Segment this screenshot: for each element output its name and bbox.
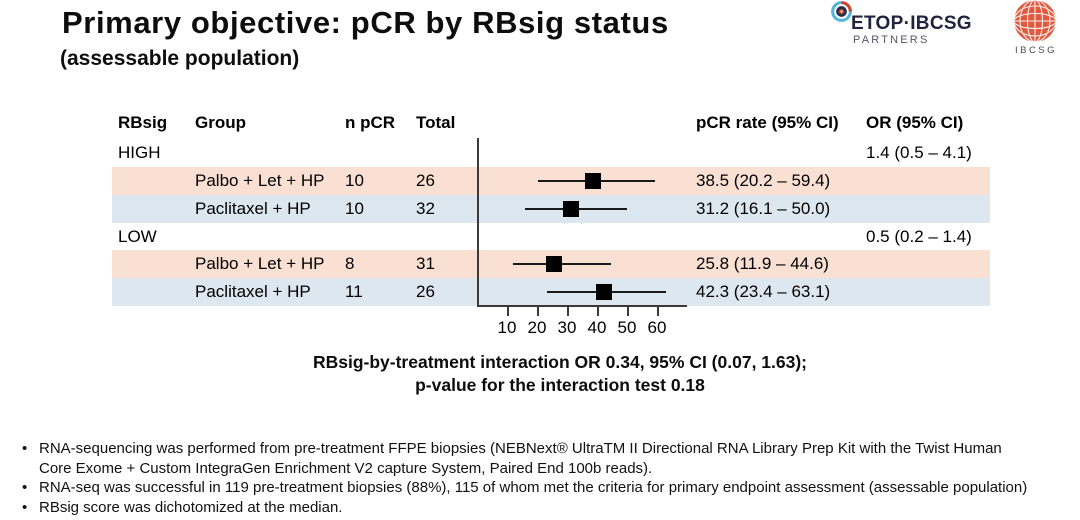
plot-axis-line [477,305,687,307]
axis-tick [597,306,599,316]
column-header-rbsig: RBsig [118,113,168,132]
column-header-group: Group [195,113,246,132]
footnote-item: RBsig score was dichotomized at the medi… [22,498,1038,518]
total-cell: 31 [416,254,435,273]
group-cell: Paclitaxel + HP [195,199,311,218]
etop-ibcsg-logo: ETOP·IBCSG PARTNERS [829,1,979,49]
etop-logo-text: ETOP·IBCSG [851,13,972,34]
rbsig-group-label: HIGH [118,143,161,162]
column-header-total: Total [416,113,456,132]
ibcsg-globe-icon [1012,0,1058,48]
axis-tick-label: 60 [647,318,667,337]
axis-tick [537,306,539,316]
group-cell: Palbo + Let + HP [195,254,325,273]
point-marker [562,201,579,217]
axis-tick-label: 20 [527,318,547,337]
interaction-line-1: RBsig-by-treatment interaction OR 0.34, … [312,352,808,372]
ibcsg-logo: IBCSG [1012,0,1060,60]
group-cell: Palbo + Let + HP [195,171,325,190]
rate-cell: 42.3 (23.4 – 63.1) [696,282,831,301]
npcr-cell: 11 [345,282,363,301]
axis-tick [507,306,509,316]
axis-tick [567,306,569,316]
column-header-or: OR (95% CI) [866,113,964,132]
interaction-statistics: RBsig-by-treatment interaction OR 0.34, … [40,351,1080,397]
npcr-cell: 10 [345,171,364,190]
forest-plot-figure: RBsig Group n pCR Total pCR rate (95% CI… [112,113,990,337]
point-marker [595,284,612,300]
total-cell: 26 [416,282,435,301]
total-cell: 26 [416,171,435,190]
npcr-cell: 10 [345,199,364,218]
rate-cell: 38.5 (20.2 – 59.4) [696,171,831,190]
point-marker [584,173,601,189]
or-value: 0.5 (0.2 – 1.4) [866,227,972,246]
footnote-list: RNA-sequencing was performed from pre-tr… [22,439,1038,517]
axis-tick [657,306,659,316]
total-cell: 32 [416,199,435,218]
plot-zero-line [477,138,479,306]
column-header-rate: pCR rate (95% CI) [696,113,839,132]
or-value: 1.4 (0.5 – 4.1) [866,143,972,162]
footnote-item: RNA-sequencing was performed from pre-tr… [22,439,1038,478]
page-title: Primary objective: pCR by RBsig status [62,5,669,40]
etop-eye-icon [831,1,852,27]
rate-cell: 31.2 (16.1 – 50.0) [696,199,831,218]
interaction-line-2: p-value for the interaction test 0.18 [415,375,705,395]
rate-cell: 25.8 (11.9 – 44.6) [696,254,829,273]
point-marker [546,256,563,272]
axis-tick-label: 30 [557,318,577,337]
axis-tick-label: 10 [497,318,517,337]
etop-logo-subtext: PARTNERS [853,34,930,46]
axis-tick [627,306,629,316]
rbsig-group-label: LOW [118,227,157,246]
page-subtitle: (assessable population) [60,47,300,70]
axis-tick-label: 50 [617,318,637,337]
ibcsg-logo-text: IBCSG [1014,45,1058,56]
group-cell: Paclitaxel + HP [195,282,311,301]
column-header-npcr: n pCR [345,113,396,132]
footnote-item: RNA-seq was successful in 119 pre-treatm… [22,478,1038,498]
axis-tick-label: 40 [587,318,607,337]
npcr-cell: 8 [345,254,355,273]
